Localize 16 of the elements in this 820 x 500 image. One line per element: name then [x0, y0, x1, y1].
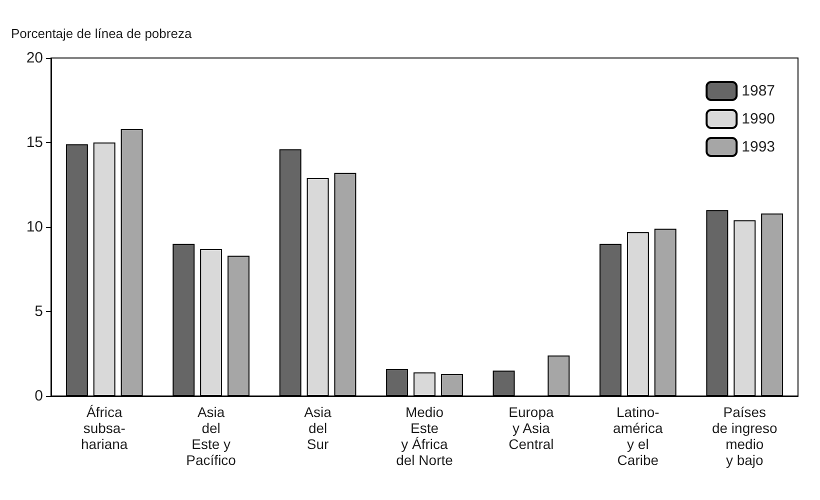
x-tick-label: Países de ingreso medio y bajo	[712, 404, 778, 468]
y-tick-label: 15	[26, 134, 43, 151]
legend-label: 1990	[742, 110, 776, 128]
y-tick-label: 0	[34, 388, 43, 404]
y-tick-label: 5	[34, 303, 43, 320]
x-tick-label: Europa y Asia Central	[508, 404, 554, 452]
y-axis-title: Porcentaje de línea de pobreza	[11, 26, 192, 41]
x-tick-label: África subsa- hariana	[81, 404, 128, 452]
y-tick-label: 20	[26, 50, 43, 66]
legend-label: 1987	[742, 82, 776, 100]
y-tick-label: 10	[26, 218, 43, 236]
x-tick-label: Asia del Sur	[304, 404, 332, 452]
legend-label: 1993	[742, 138, 776, 156]
x-tick-label: Latino- américa y el Caribe	[613, 404, 664, 468]
x-tick-label: Asia del Este y Pacífico	[186, 404, 236, 468]
x-tick-label: Medio Este y África del Norte	[396, 404, 454, 468]
